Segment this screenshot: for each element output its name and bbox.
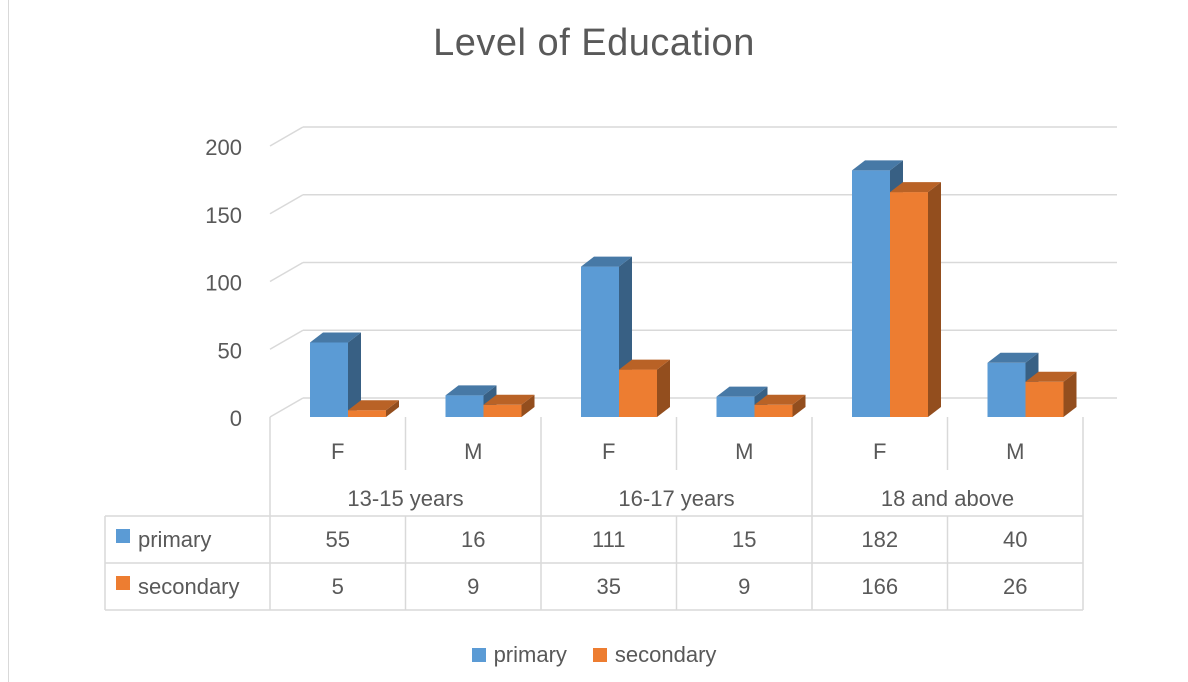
y-axis: 0 50 100 150 200 — [205, 135, 242, 431]
bar-top — [716, 386, 768, 397]
bar-secondary — [754, 394, 806, 417]
bar-front — [310, 342, 348, 417]
bar-side — [792, 394, 806, 417]
bar-top — [581, 256, 632, 267]
data-label: 15 — [732, 527, 756, 552]
data-label: 35 — [597, 574, 621, 599]
x-tick-label: F — [873, 439, 886, 464]
bar-top — [310, 332, 361, 343]
data-label: 16 — [461, 527, 485, 552]
data-label: 40 — [1003, 527, 1027, 552]
bar-front — [852, 170, 890, 417]
table-legend-key — [116, 529, 130, 543]
x-tick-label: F — [602, 439, 615, 464]
data-label: 9 — [738, 574, 750, 599]
bar-top — [619, 359, 670, 370]
bar-top — [852, 160, 903, 171]
x-tick-label: M — [1006, 439, 1024, 464]
data-label: 26 — [1003, 574, 1027, 599]
gridline-edge — [269, 329, 304, 350]
table-legend-key — [116, 576, 130, 590]
bar-front — [754, 404, 793, 417]
legend-item: secondary — [592, 642, 717, 668]
x-tick-label: M — [735, 439, 753, 464]
bar-front — [890, 192, 928, 417]
x-group-label: 16-17 years — [618, 486, 734, 511]
data-label: 111 — [592, 527, 625, 552]
table-row-label: primary — [138, 527, 211, 552]
bar-side — [521, 394, 535, 417]
bar-side — [928, 182, 941, 417]
bar-secondary — [1025, 371, 1077, 417]
bar-secondary — [348, 400, 399, 417]
bar-side — [1063, 371, 1077, 417]
gridline-edge — [269, 126, 304, 147]
legend-item: primary — [471, 642, 567, 668]
chart-title: Level of Education — [433, 22, 755, 64]
data-label: 9 — [467, 574, 479, 599]
bar-front — [619, 369, 657, 417]
bar-top — [348, 400, 399, 411]
bar-front — [987, 362, 1026, 417]
bar-front — [348, 410, 386, 417]
x-tick-label: F — [331, 439, 344, 464]
y-tick-label: 150 — [205, 203, 242, 228]
y-tick-label: 50 — [218, 338, 242, 363]
table-row-label: secondary — [138, 574, 240, 599]
bar-side — [386, 400, 399, 417]
gridline-edge — [269, 194, 304, 215]
bar-front — [716, 396, 755, 417]
x-group-label: 13-15 years — [347, 486, 463, 511]
legend-label: primary — [493, 642, 567, 667]
x-tick-label: M — [464, 439, 482, 464]
data-label: 5 — [332, 574, 344, 599]
bar-secondary — [619, 359, 670, 417]
bar-top — [483, 394, 535, 405]
bars — [310, 160, 1077, 417]
legend: primary secondary — [0, 642, 1188, 668]
bar-front — [581, 266, 619, 417]
legend-swatch — [592, 648, 607, 662]
bar-top — [445, 385, 497, 396]
gridlines — [269, 126, 1117, 418]
bar-top — [1025, 371, 1077, 382]
bar-primary — [310, 332, 361, 417]
legend-swatch — [471, 648, 486, 662]
gridline-edge — [269, 261, 304, 283]
bar-top — [754, 394, 806, 405]
y-tick-label: 0 — [230, 406, 242, 431]
bar-side — [657, 359, 670, 417]
legend-label: secondary — [614, 642, 717, 667]
data-label: 55 — [326, 527, 350, 552]
bar-side — [348, 332, 361, 417]
bar-secondary — [890, 182, 941, 417]
chart-frame-edge — [8, 0, 9, 682]
bar-front — [445, 395, 484, 417]
data-table: F M F M F M13-15 years 16-17 years 18 and above… — [104, 417, 1084, 611]
x-group-label: 18 and above — [881, 486, 1014, 511]
bar-front — [483, 404, 522, 417]
y-tick-label: 100 — [205, 271, 242, 296]
data-label: 182 — [861, 527, 898, 552]
gridline-edge — [269, 397, 304, 418]
bar-secondary — [483, 394, 535, 417]
bar-top — [987, 352, 1039, 363]
bar-front — [1025, 381, 1064, 417]
bar-top — [890, 182, 941, 193]
y-tick-label: 200 — [205, 135, 242, 160]
data-label: 166 — [861, 574, 898, 599]
